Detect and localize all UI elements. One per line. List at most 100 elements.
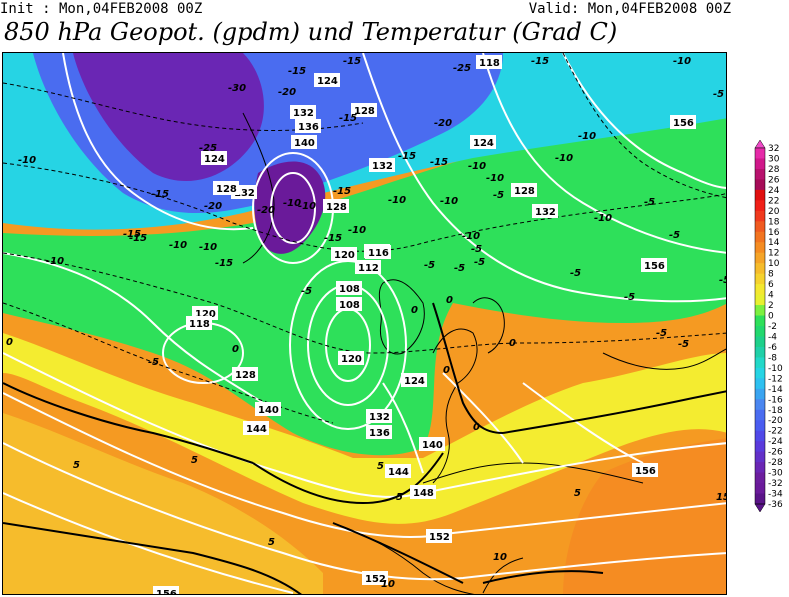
legend-tick-label: 20 xyxy=(768,207,780,217)
geopot-label: 152 xyxy=(365,574,386,585)
geopot-label: 156 xyxy=(156,589,177,595)
temp-label: -10 xyxy=(298,201,316,212)
legend-swatch xyxy=(755,483,765,495)
legend-tick-label: -4 xyxy=(768,332,777,342)
temp-label: -10 xyxy=(440,196,458,207)
init-time: Init : Mon,04FEB2008 00Z xyxy=(0,1,203,17)
legend-tick-label: 16 xyxy=(768,228,780,238)
legend-tick-label: -28 xyxy=(768,458,783,468)
temp-label: -5 xyxy=(471,244,482,255)
temperature-color-legend: 32302826242220181614121086420-2-4-6-8-10… xyxy=(754,140,783,512)
geopot-label: 118 xyxy=(479,58,500,69)
geopot-label: 108 xyxy=(339,284,360,295)
temp-field-deep-violet-core xyxy=(254,161,326,254)
legend-swatch xyxy=(755,284,765,296)
legend-swatch xyxy=(755,367,765,379)
coastlines xyxy=(242,112,726,594)
legend-swatch xyxy=(755,231,765,243)
temp-field-violet-core xyxy=(73,53,264,182)
legend-swatch xyxy=(755,430,765,442)
legend-swatch xyxy=(755,441,765,453)
temp-label: -5 xyxy=(644,197,655,208)
geopot-label: 144 xyxy=(246,424,267,435)
legend-swatch xyxy=(755,305,765,317)
legend-tick-label: -6 xyxy=(768,343,777,353)
legend-tick-label: 26 xyxy=(768,175,780,185)
geopot-label: 128 xyxy=(514,186,535,197)
temp-label: -10 xyxy=(18,155,36,166)
geopot-label: 136 xyxy=(369,428,390,439)
geopot-label: 128 xyxy=(326,202,347,213)
legend-swatch xyxy=(755,252,765,264)
legend-tick-label: -12 xyxy=(768,374,783,384)
legend-swatch xyxy=(755,221,765,233)
legend-tick-label: 28 xyxy=(768,165,780,175)
legend-swatch xyxy=(755,462,765,474)
legend-tick-label: 4 xyxy=(768,291,774,301)
geopot-label: 136 xyxy=(298,122,319,133)
legend-tick-label: 0 xyxy=(768,312,774,322)
temp-label: -15 xyxy=(324,233,342,244)
temp-label: 0 xyxy=(446,295,453,306)
legend-tick-label: -8 xyxy=(768,353,777,363)
temp-field-warm-sw xyxy=(3,413,323,594)
temp-label: -10 xyxy=(486,173,504,184)
temp-label: -15 xyxy=(333,186,351,197)
temp-label: -10 xyxy=(594,213,612,224)
temp-label: -20 xyxy=(204,201,222,212)
temp-label: -10 xyxy=(388,195,406,206)
geopot-label: 156 xyxy=(673,118,694,129)
temp-label: 0 xyxy=(473,422,480,433)
geopot-label: 148 xyxy=(413,488,434,499)
geopot-label: 132 xyxy=(293,108,314,119)
legend-tick-label: -30 xyxy=(768,469,783,479)
temp-label: -15 xyxy=(129,233,147,244)
temp-label: -10 xyxy=(169,240,187,251)
legend-swatch xyxy=(755,200,765,212)
legend-tick-label: 30 xyxy=(768,154,780,164)
map-title: 850 hPa Geopot. (gpdm) und Temperatur (G… xyxy=(4,18,618,46)
temp-label: -15 xyxy=(151,189,169,200)
geopot-label: 132 xyxy=(535,207,556,218)
geopot-label: 128 xyxy=(354,106,375,117)
temp-label: 5 xyxy=(377,461,384,472)
temp-label: -5 xyxy=(624,292,635,303)
temp-label: 0 xyxy=(443,365,450,376)
temp-label: -15 xyxy=(398,151,416,162)
legend-swatch xyxy=(755,294,765,306)
legend-swatch xyxy=(755,493,765,505)
legend-tick-label: 2 xyxy=(768,301,774,311)
geopot-label: 152 xyxy=(429,532,450,543)
legend-tick-label: 24 xyxy=(768,186,780,196)
geopot-label: 112 xyxy=(358,263,379,274)
legend-tick-label: 6 xyxy=(768,280,774,290)
geopot-label: 140 xyxy=(294,138,315,149)
legend-bottom-arrow xyxy=(754,503,766,512)
temp-label: 0 xyxy=(6,337,13,348)
legend-swatch xyxy=(755,399,765,411)
geopot-label: 156 xyxy=(635,466,656,477)
temp-label: -10 xyxy=(468,161,486,172)
geopot-label: 120 xyxy=(195,309,216,320)
temp-label: -10 xyxy=(199,242,217,253)
temp-label: 0 xyxy=(232,344,239,355)
temp-label: -5 xyxy=(474,257,485,268)
temp-label: -5 xyxy=(424,260,435,271)
geopot-label: 128 xyxy=(235,370,256,381)
temp-label: -20 xyxy=(434,118,452,129)
temp-label: -5 xyxy=(713,89,724,100)
temp-label: -5 xyxy=(570,268,581,279)
temp-label: -10 xyxy=(555,153,573,164)
temp-label: 5 xyxy=(268,537,275,548)
legend-swatch xyxy=(755,273,765,285)
legend-tick-label: -18 xyxy=(768,406,783,416)
legend-tick-label: 12 xyxy=(768,249,779,259)
legend-tick-label: -32 xyxy=(768,479,783,489)
geopotential-contours xyxy=(3,53,726,594)
temp-label: -10 xyxy=(348,225,366,236)
legend-swatch xyxy=(755,189,765,201)
legend-swatch xyxy=(755,326,765,337)
legend-tick-label: -34 xyxy=(768,490,783,500)
temp-label: -15 xyxy=(430,157,448,168)
legend-swatch xyxy=(755,179,765,191)
